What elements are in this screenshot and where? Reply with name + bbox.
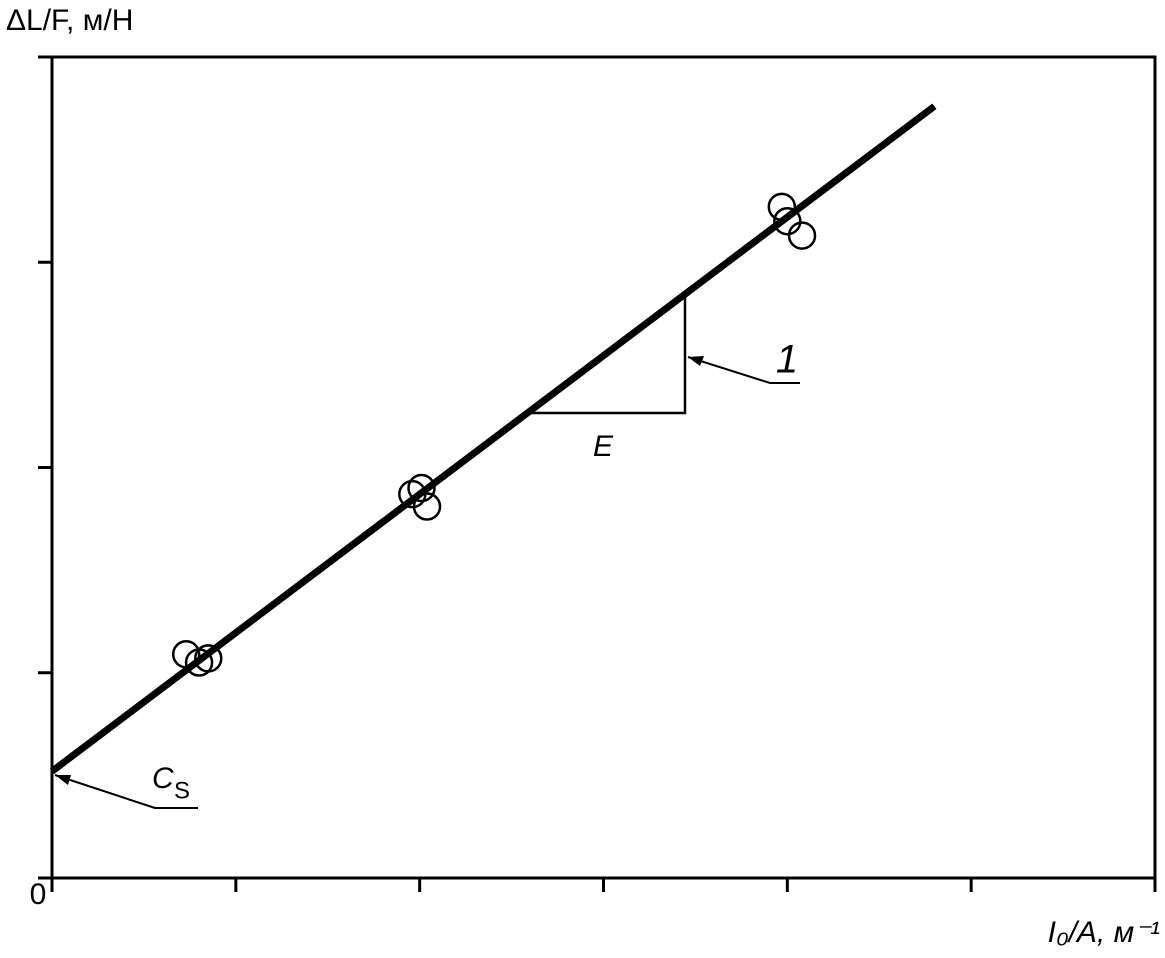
data-point xyxy=(773,206,802,236)
x-axis-label: I₀/A, м⁻¹ xyxy=(1048,916,1160,949)
data-point xyxy=(407,473,436,503)
origin-label: 0 xyxy=(30,878,47,911)
intercept-subscript: S xyxy=(174,777,190,804)
arrow-head xyxy=(55,775,71,785)
data-point xyxy=(412,492,442,521)
arrow-head xyxy=(688,356,704,366)
plot-frame xyxy=(50,55,1157,880)
data-point xyxy=(787,221,817,250)
data-point xyxy=(194,644,223,673)
intercept-label: C xyxy=(152,762,174,795)
y-axis-label: ΔL/F, м/Н xyxy=(6,4,133,37)
line-label: 1 xyxy=(776,338,798,382)
slope-triangle xyxy=(530,297,687,415)
leader-line xyxy=(687,356,800,384)
leader-line xyxy=(54,774,198,809)
slope-label: E xyxy=(593,430,614,463)
fit-line xyxy=(49,103,937,775)
